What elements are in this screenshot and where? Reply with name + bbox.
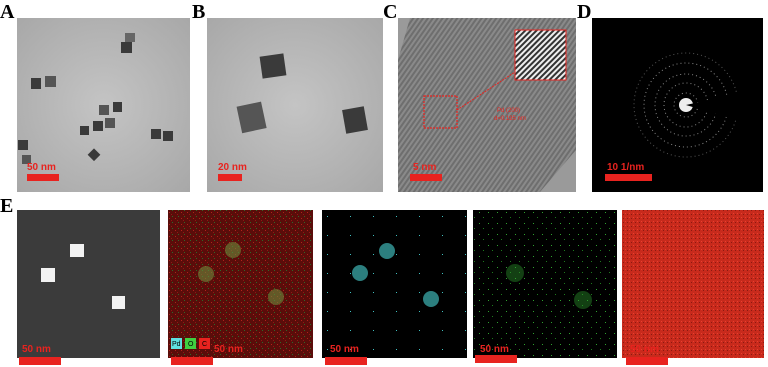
panel-a: A 50 nm: [0, 1, 190, 192]
beam-stop: [686, 88, 763, 128]
inset: [514, 29, 567, 81]
haadf-image: [17, 210, 160, 358]
annotation: Pd (200): [497, 108, 520, 114]
scale-bar-label: 50 nm: [27, 162, 56, 173]
scale-bar-label: 10 1/nm: [607, 162, 644, 173]
legend-swatch: [185, 338, 196, 349]
scale-bar: [410, 174, 442, 181]
legend-label: C: [202, 341, 207, 348]
scale-bar-label: 50 nm: [22, 344, 51, 355]
roi: [423, 95, 458, 129]
annotation: d=0.195 nm: [494, 116, 526, 122]
cluster: [506, 264, 524, 282]
panel-label: D: [577, 1, 591, 23]
particle: [112, 296, 125, 309]
panel-label: E: [0, 195, 13, 217]
scale-bar-label: 50 nm: [480, 344, 509, 355]
scale-bar-label: 50 nm: [330, 344, 359, 355]
legend-swatch: [171, 338, 182, 349]
scale-bar: [218, 174, 242, 181]
scale-bar: [27, 174, 59, 181]
scale-bar: [19, 357, 61, 365]
particle: [41, 268, 55, 282]
cluster: [198, 266, 214, 282]
c-map: [622, 210, 764, 358]
particle: [70, 244, 84, 257]
scale-bar: [475, 355, 517, 363]
o-map: [473, 210, 617, 358]
connector: [456, 71, 516, 111]
cluster: [352, 265, 368, 281]
scale-bar-label: 50 nm: [630, 344, 659, 355]
cluster: [379, 243, 395, 259]
particles: [18, 33, 173, 164]
micrograph: [207, 18, 383, 192]
panel-label: A: [0, 1, 15, 23]
scale-bar: [626, 357, 668, 365]
cluster: [268, 289, 284, 305]
scale-bar: [325, 357, 367, 365]
particles: [236, 53, 368, 134]
scale-bar-label: 5 nm: [413, 162, 436, 173]
panel-b: B 20 nm: [192, 1, 383, 192]
panel-d: D 10 1/nm: [577, 1, 763, 192]
cluster: [225, 242, 241, 258]
legend-label: Pd: [172, 341, 181, 348]
cluster: [423, 291, 439, 307]
scale-bar-label: 50 nm: [214, 344, 243, 355]
pd-map: [322, 210, 467, 358]
panel-label: C: [383, 1, 397, 23]
scale-bar: [171, 357, 213, 365]
panel-label: B: [192, 1, 205, 23]
scale-bar: [605, 174, 652, 181]
overlay-map: [168, 210, 313, 358]
scale-bar-label: 20 nm: [218, 162, 247, 173]
panel-c: Pd (200) d=0.195 nm C 5 nm: [383, 1, 576, 192]
legend-label: O: [188, 341, 194, 348]
panel-e: E 50 nm Pd O C 50 nm 50 nm 50 nm 50 nm: [0, 195, 764, 365]
legend-swatch: [199, 338, 210, 349]
cluster: [574, 291, 592, 309]
